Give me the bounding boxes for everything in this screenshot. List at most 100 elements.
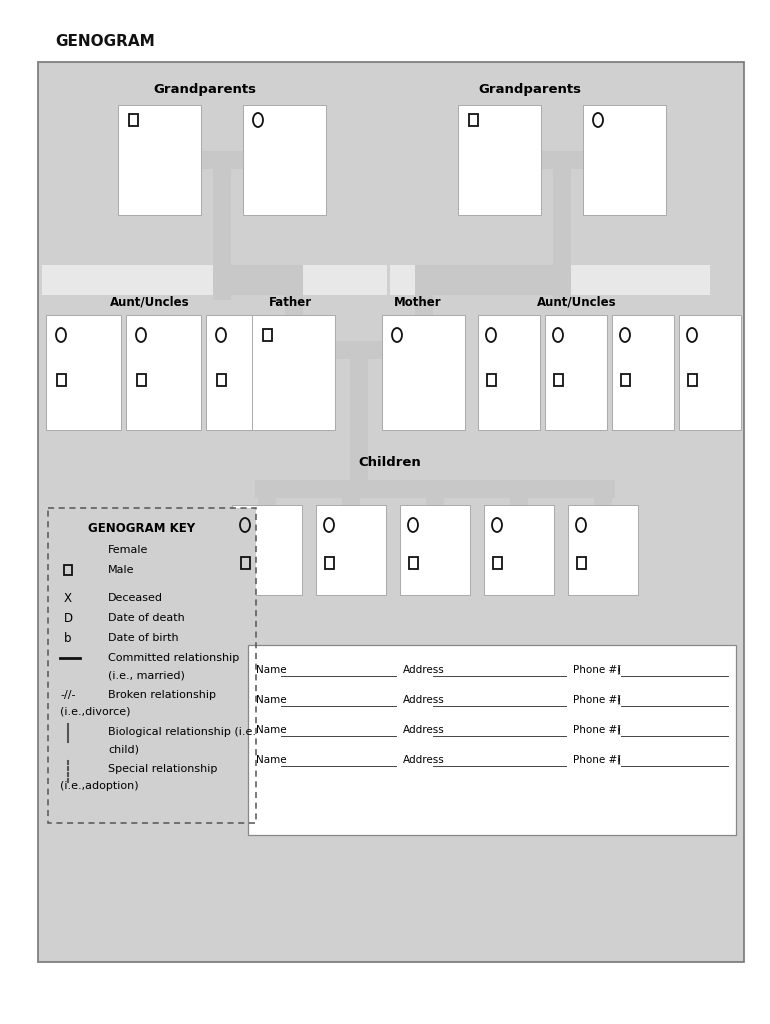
- Text: Phone #(: Phone #(: [573, 755, 621, 765]
- Text: Address: Address: [403, 695, 445, 705]
- Bar: [118, 105, 201, 215]
- Bar: [248, 645, 736, 835]
- Text: GENOGRAM: GENOGRAM: [55, 35, 155, 49]
- Bar: [324, 557, 333, 569]
- Bar: [621, 374, 630, 386]
- Text: ): ): [616, 755, 620, 765]
- Text: Broken relationship: Broken relationship: [108, 690, 216, 700]
- Text: GENOGRAM KEY: GENOGRAM KEY: [88, 521, 195, 535]
- Text: D: D: [63, 611, 72, 625]
- Bar: [46, 315, 121, 430]
- Text: Phone #(: Phone #(: [573, 725, 621, 735]
- Bar: [554, 374, 563, 386]
- Text: Male: Male: [108, 565, 135, 575]
- Text: Date of death: Date of death: [108, 613, 185, 623]
- Text: (i.e.,divorce): (i.e.,divorce): [60, 707, 130, 717]
- Text: (i.e.,adoption): (i.e.,adoption): [60, 781, 139, 791]
- Text: Phone #(: Phone #(: [573, 665, 621, 675]
- Bar: [390, 265, 710, 295]
- Bar: [258, 498, 276, 505]
- Text: Name: Name: [256, 665, 286, 675]
- Bar: [510, 498, 528, 505]
- Text: Aunt/Uncles: Aunt/Uncles: [537, 296, 617, 308]
- Text: Address: Address: [403, 665, 445, 675]
- Bar: [243, 105, 326, 215]
- Bar: [342, 498, 360, 505]
- Bar: [594, 498, 612, 505]
- Bar: [38, 62, 744, 962]
- Bar: [64, 565, 72, 575]
- Bar: [263, 329, 272, 341]
- Bar: [458, 105, 541, 215]
- Bar: [216, 374, 226, 386]
- Text: -//-: -//-: [60, 690, 75, 700]
- Bar: [409, 557, 417, 569]
- Text: ): ): [616, 695, 620, 705]
- Bar: [126, 315, 201, 430]
- Bar: [679, 315, 741, 430]
- Bar: [206, 315, 281, 430]
- Bar: [541, 151, 583, 169]
- Bar: [213, 160, 231, 255]
- Bar: [414, 265, 571, 295]
- Text: Address: Address: [403, 755, 445, 765]
- Text: Date of birth: Date of birth: [108, 633, 179, 643]
- Bar: [583, 105, 666, 215]
- Bar: [553, 160, 571, 255]
- Text: ): ): [616, 725, 620, 735]
- Text: child): child): [108, 744, 139, 754]
- Bar: [48, 508, 256, 823]
- Bar: [478, 315, 540, 430]
- Bar: [136, 374, 146, 386]
- Text: Special relationship: Special relationship: [108, 764, 217, 774]
- Bar: [426, 498, 444, 505]
- Text: Aunt/Uncles: Aunt/Uncles: [110, 296, 190, 308]
- Bar: [284, 290, 303, 319]
- Text: b: b: [64, 632, 72, 644]
- Bar: [487, 374, 496, 386]
- Text: Address: Address: [403, 725, 445, 735]
- Text: Grandparents: Grandparents: [153, 84, 256, 96]
- Bar: [382, 315, 465, 430]
- Bar: [213, 215, 231, 300]
- Bar: [400, 505, 470, 595]
- Bar: [335, 341, 382, 359]
- Text: Name: Name: [256, 725, 286, 735]
- Bar: [252, 315, 335, 430]
- Bar: [129, 114, 138, 126]
- Text: (i.e., married): (i.e., married): [108, 670, 185, 680]
- Bar: [493, 557, 501, 569]
- Text: Committed relationship: Committed relationship: [108, 653, 239, 663]
- Bar: [612, 315, 674, 430]
- Bar: [232, 505, 302, 595]
- Text: ): ): [616, 665, 620, 675]
- Text: Name: Name: [256, 695, 286, 705]
- Bar: [577, 557, 585, 569]
- Bar: [56, 374, 65, 386]
- Bar: [255, 480, 615, 498]
- Bar: [553, 215, 571, 300]
- Text: X: X: [64, 592, 72, 604]
- Text: Phone #(: Phone #(: [573, 695, 621, 705]
- Bar: [688, 374, 697, 386]
- Text: Children: Children: [359, 456, 421, 469]
- Text: Deceased: Deceased: [108, 593, 163, 603]
- Text: Mother: Mother: [394, 296, 442, 308]
- Text: Grandparents: Grandparents: [478, 84, 581, 96]
- Bar: [213, 265, 303, 295]
- Text: Female: Female: [108, 545, 149, 555]
- Bar: [350, 359, 367, 480]
- Bar: [414, 290, 433, 319]
- Bar: [545, 315, 607, 430]
- Bar: [42, 265, 387, 295]
- Text: Biological relationship (i.e.: Biological relationship (i.e.: [108, 727, 256, 737]
- Bar: [484, 505, 554, 595]
- Text: Name: Name: [256, 755, 286, 765]
- Bar: [201, 151, 243, 169]
- Bar: [568, 505, 638, 595]
- Bar: [468, 114, 477, 126]
- Bar: [316, 505, 386, 595]
- Bar: [48, 508, 256, 823]
- Text: Father: Father: [269, 296, 312, 308]
- Bar: [240, 557, 249, 569]
